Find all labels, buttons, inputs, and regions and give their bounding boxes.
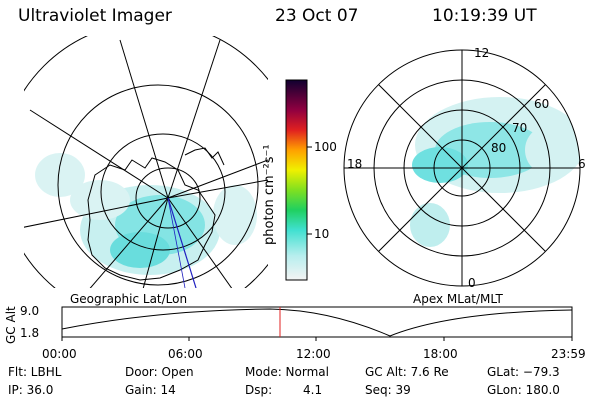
timeline-ylabel: GC Alt	[4, 306, 18, 344]
dsp-value: 4.1	[303, 383, 323, 397]
mlat-label-60: 60	[534, 97, 550, 111]
dsp-label: Dsp:	[245, 383, 273, 397]
colorbar	[285, 79, 308, 281]
instrument-title: Ultraviolet Imager	[18, 6, 172, 26]
timeline-xtick-1800: 18:00	[423, 347, 458, 361]
observation-date: 23 Oct 07	[275, 6, 359, 26]
timeline-xtick-0000: 00:00	[42, 347, 77, 361]
gc-altitude-curve	[61, 308, 573, 337]
timeline-xtick-1200: 12:00	[296, 347, 331, 361]
gain-readout: Gain: 14	[125, 383, 176, 397]
filter-readout: Flt: LBHL	[8, 365, 62, 379]
terminator-line	[167, 197, 186, 288]
mlt-label-0: 0	[468, 276, 476, 290]
mlat-label-70: 70	[512, 121, 528, 135]
glat-readout: GLat: −79.3	[487, 365, 560, 379]
geographic-map-grid	[24, 36, 268, 288]
timeline-xtick-2359: 23:59	[551, 347, 586, 361]
colorbar-label-10: 10	[314, 227, 330, 241]
mlt-label-6: 6	[578, 157, 586, 171]
apex-map-caption: Apex MLat/MLT	[413, 292, 503, 306]
geographic-map	[24, 36, 581, 288]
antarctica-outline	[87, 157, 216, 281]
observation-time: 10:19:39 UT	[432, 6, 537, 26]
mlat-label-80: 80	[491, 141, 507, 155]
timeline-frame	[61, 306, 573, 338]
noon-meridian-line	[167, 197, 197, 288]
timeline-ytick-bottom: 1.8	[20, 326, 40, 340]
seq-readout: Seq: 39	[365, 383, 411, 397]
timeline-xtick-0600: 06:00	[168, 347, 203, 361]
geographic-map-caption: Geographic Lat/Lon	[70, 292, 188, 306]
mlt-label-12: 12	[474, 46, 490, 60]
mlt-label-18: 18	[347, 157, 363, 171]
ip-readout: IP: 36.0	[8, 383, 54, 397]
mode-readout: Mode: Normal	[245, 365, 329, 379]
glon-readout: GLon: 180.0	[487, 383, 560, 397]
apex-polar-map	[343, 49, 581, 287]
door-readout: Door: Open	[125, 365, 194, 379]
altitude-timeline	[61, 306, 573, 341]
coastline-fragment	[184, 147, 225, 166]
timeline-ytick-top: 9.0	[20, 304, 40, 318]
gc-alt-readout: GC Alt: 7.6 Re	[365, 365, 449, 379]
colorbar-unit-label: photon cm⁻²s⁻¹	[262, 144, 277, 245]
colorbar-label-100: 100	[314, 140, 337, 154]
aurora-emission-left	[35, 153, 257, 275]
